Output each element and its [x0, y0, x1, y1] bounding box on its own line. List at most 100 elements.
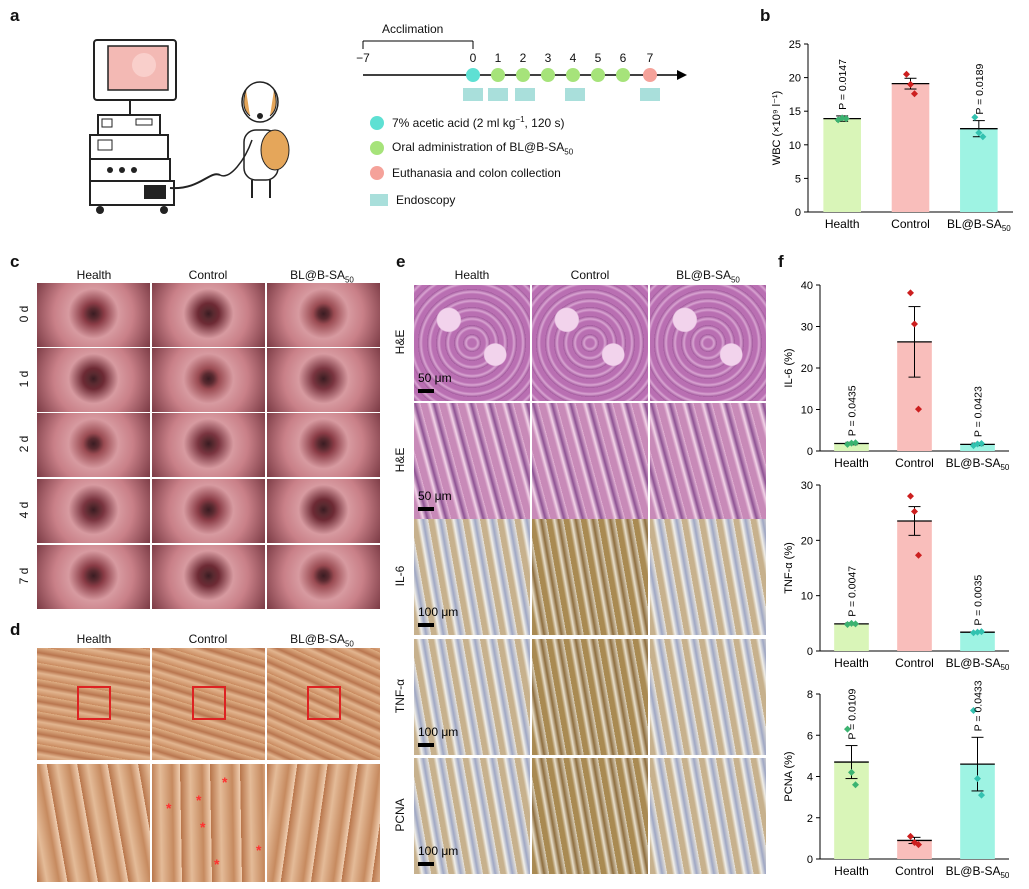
scale-bar — [418, 507, 434, 511]
lesion-asterisk-icon: * — [214, 856, 220, 872]
panel-label-e: e — [396, 252, 406, 271]
histology-image — [532, 403, 648, 519]
data-point — [978, 440, 985, 448]
histology-image — [532, 285, 648, 401]
data-point — [848, 768, 855, 776]
y-tick-label: 20 — [801, 535, 813, 547]
zoom-region-box — [77, 686, 111, 720]
x-tick-label: Health — [825, 217, 860, 231]
scale-bar-label: 50 μm — [418, 371, 452, 385]
colon-gross-image — [152, 648, 265, 760]
endoscopy-image — [37, 545, 150, 609]
y-tick-label: 20 — [789, 73, 801, 85]
scale-bar-label: 100 μm — [418, 725, 459, 739]
data-point — [903, 70, 910, 78]
endoscopy-image — [267, 413, 380, 477]
data-point — [911, 90, 918, 98]
data-point — [907, 80, 914, 88]
histology-image — [650, 758, 766, 874]
endoscopy-icon — [370, 194, 388, 206]
e-row-label: IL-6 — [393, 565, 407, 587]
data-point — [907, 289, 914, 297]
y-tick-label: 10 — [789, 140, 801, 152]
scale-bar — [418, 743, 434, 747]
endoscopy-image — [37, 479, 150, 543]
y-tick-label: 0 — [807, 446, 813, 458]
y-tick-label: 0 — [807, 854, 813, 866]
y-tick-label: 8 — [807, 689, 813, 701]
scale-bar-label: 100 μm — [418, 844, 459, 858]
data-point — [844, 725, 851, 733]
x-tick-label: Health — [834, 656, 869, 670]
data-point — [915, 405, 922, 413]
p-value-label: P = 0.0147 — [837, 59, 849, 110]
c-row-label: 7 d — [17, 567, 31, 585]
endoscopy-image — [267, 479, 380, 543]
c-header-health: Health — [76, 268, 112, 282]
data-point — [852, 781, 859, 789]
endoscopy-image — [152, 348, 265, 412]
y-tick-label: 6 — [807, 730, 813, 742]
d-header-blb: BL@B-SA50 — [290, 632, 354, 649]
timeline-tick-label: 3 — [544, 51, 552, 65]
p-value-label: P = 0.0433 — [973, 680, 985, 731]
endoscopy-image — [267, 283, 380, 347]
chart-wbc: 0 5 10 15 20 25 WBC (×10⁹ l⁻¹) P = 0.0147 Health… — [771, 39, 1013, 233]
data-point — [974, 775, 981, 783]
scale-bar — [418, 862, 434, 866]
scale-bar — [418, 623, 434, 627]
c-header-control: Control — [188, 268, 228, 282]
p-value-label: P = 0.0435 — [847, 385, 859, 436]
histology-image — [650, 519, 766, 635]
c-row-label: 1 d — [17, 370, 31, 388]
endoscopy-image — [37, 413, 150, 477]
p-value-label: P = 0.0035 — [973, 575, 985, 626]
histology-image — [532, 639, 648, 755]
endoscopy-image — [152, 479, 265, 543]
x-tick-label: BL@B-SA50 — [947, 217, 1011, 233]
scale-bar — [418, 389, 434, 393]
bar — [834, 443, 869, 451]
data-point — [852, 439, 859, 447]
bar — [897, 520, 932, 651]
panel-label-f: f — [778, 252, 784, 271]
cyan-dot-icon — [370, 115, 384, 130]
data-point — [970, 442, 977, 450]
e-header-blb: BL@B-SA50 — [676, 268, 740, 285]
y-tick-label: 20 — [801, 363, 813, 375]
colon-zoom-image: * * * * * * — [152, 764, 265, 882]
panel-label-d: d — [10, 620, 21, 639]
y-tick-label: 10 — [801, 591, 813, 603]
legend-acetic-acid: 7% acetic acid (2 ml kg−1, 120 s) — [370, 115, 565, 130]
data-point — [915, 841, 922, 849]
y-tick-label: 25 — [789, 39, 801, 51]
histology-image — [650, 639, 766, 755]
c-row-label: 2 d — [17, 435, 31, 453]
colon-gross-image — [37, 648, 150, 760]
y-axis-label: IL-6 (%) — [783, 348, 795, 387]
x-tick-label: BL@B-SA50 — [946, 656, 1010, 672]
lesion-asterisk-icon: * — [200, 819, 206, 835]
x-tick-label: Control — [895, 456, 934, 470]
histology-image — [650, 403, 766, 519]
endoscopy-image — [152, 545, 265, 609]
bar — [834, 623, 869, 651]
e-header-control: Control — [570, 268, 610, 282]
data-point — [975, 129, 983, 137]
timeline-tick-label: 5 — [594, 51, 602, 65]
histology-image — [414, 403, 530, 519]
legend-endoscopy: Endoscopy — [370, 193, 455, 207]
lesion-asterisk-icon: * — [256, 842, 262, 858]
legend-oral-administration: Oral administration of BL@B-SA50 — [370, 140, 573, 156]
colon-zoom-image — [37, 764, 150, 882]
data-point — [911, 508, 918, 516]
e-row-label: H&E — [393, 329, 407, 355]
endoscopy-image — [267, 545, 380, 609]
bar — [823, 118, 861, 212]
x-tick-label: Control — [891, 217, 930, 231]
data-point — [842, 115, 850, 123]
d-header-health: Health — [76, 632, 112, 646]
c-header-blb: BL@B-SA50 — [290, 268, 354, 285]
histology-image — [414, 758, 530, 874]
chart-tnf: 0 10 20 30 TNF-α (%) P = 0.0047 Health Control P… — [783, 480, 1010, 672]
